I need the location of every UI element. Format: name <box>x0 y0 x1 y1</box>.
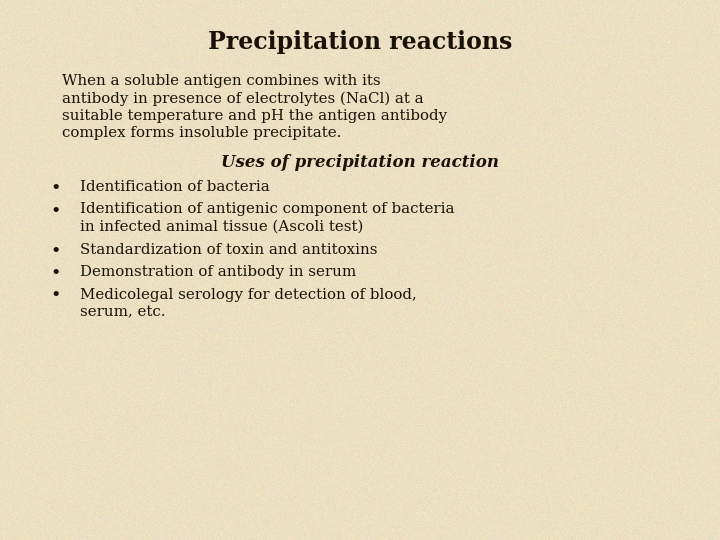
Text: When a soluble antigen combines with its: When a soluble antigen combines with its <box>62 74 381 88</box>
Text: •: • <box>51 242 61 260</box>
Text: serum, etc.: serum, etc. <box>80 305 166 319</box>
Text: Uses of precipitation reaction: Uses of precipitation reaction <box>221 154 499 171</box>
Text: Medicolegal serology for detection of blood,: Medicolegal serology for detection of bl… <box>80 287 417 301</box>
Text: in infected animal tissue (Ascoli test): in infected animal tissue (Ascoli test) <box>80 220 364 234</box>
Text: suitable temperature and pH the antigen antibody: suitable temperature and pH the antigen … <box>62 109 447 123</box>
Text: antibody in presence of electrolytes (NaCl) at a: antibody in presence of electrolytes (Na… <box>62 91 423 106</box>
Text: Identification of bacteria: Identification of bacteria <box>80 180 270 194</box>
Text: Standardization of toxin and antitoxins: Standardization of toxin and antitoxins <box>80 242 377 256</box>
Text: complex forms insoluble precipitate.: complex forms insoluble precipitate. <box>62 126 341 140</box>
Text: Identification of antigenic component of bacteria: Identification of antigenic component of… <box>80 202 454 217</box>
Text: •: • <box>51 265 61 283</box>
Text: •: • <box>51 180 61 198</box>
Text: Demonstration of antibody in serum: Demonstration of antibody in serum <box>80 265 356 279</box>
Text: •: • <box>51 287 61 306</box>
Text: Precipitation reactions: Precipitation reactions <box>208 30 512 54</box>
Text: •: • <box>51 202 61 220</box>
